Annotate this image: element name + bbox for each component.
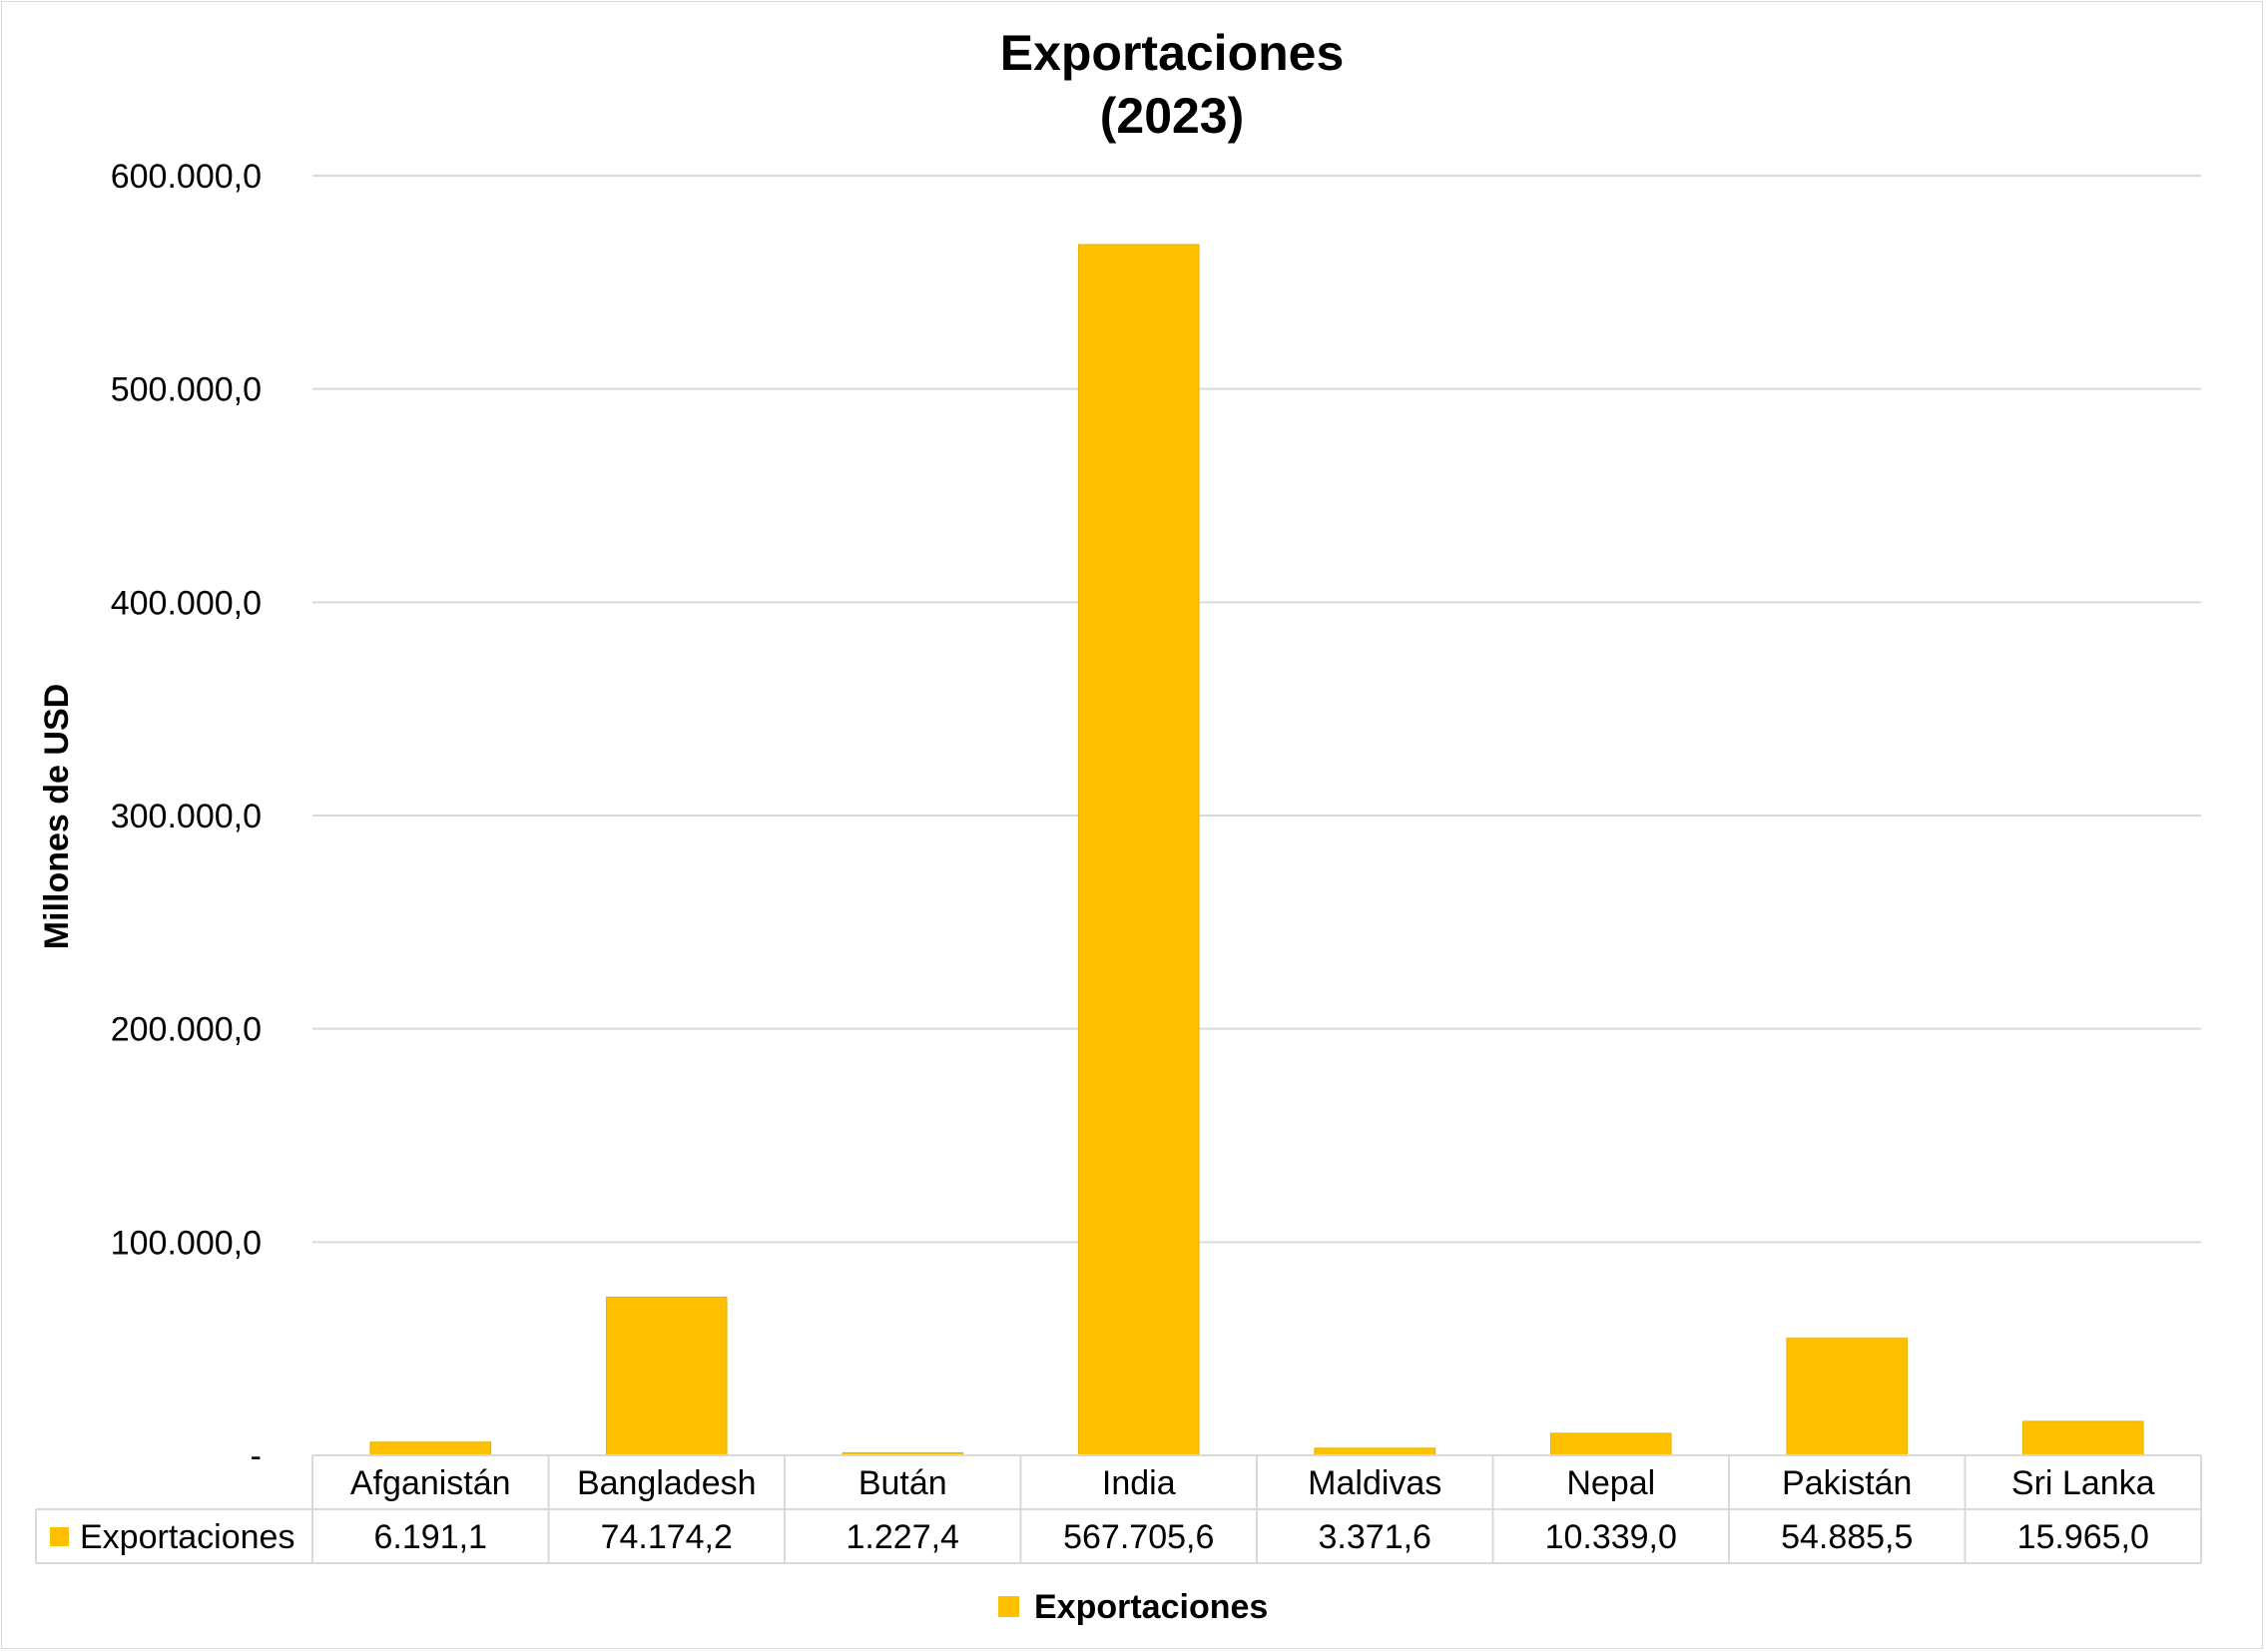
legend-label: Exportaciones bbox=[1034, 1588, 1268, 1626]
y-tick-label: - bbox=[251, 1437, 262, 1475]
bar bbox=[1549, 1432, 1672, 1456]
category-label: Pakistán bbox=[1782, 1464, 1912, 1502]
table-value-cell: 10.339,0 bbox=[1545, 1518, 1677, 1556]
category-label: India bbox=[1102, 1464, 1176, 1502]
bar bbox=[1314, 1447, 1436, 1456]
gridlines bbox=[312, 175, 2201, 1244]
bars bbox=[369, 244, 2144, 1456]
chart-title: Exportaciones bbox=[1000, 25, 1345, 81]
chart-subtitle: (2023) bbox=[1100, 88, 1245, 144]
category-label: Maldivas bbox=[1308, 1464, 1441, 1502]
legend: Exportaciones bbox=[998, 1588, 1268, 1626]
table-series-swatch bbox=[50, 1527, 69, 1546]
table-series-name: Exportaciones bbox=[80, 1518, 294, 1556]
chart-title-group: Exportaciones (2023) bbox=[1000, 25, 1345, 144]
category-label: Sri Lanka bbox=[2011, 1464, 2155, 1502]
bar bbox=[369, 1441, 492, 1456]
y-tick-label: 600.000,0 bbox=[111, 158, 262, 196]
y-tick-label: 400.000,0 bbox=[111, 584, 262, 622]
y-tick-label: 200.000,0 bbox=[111, 1011, 262, 1049]
y-axis-ticks: - 100.000,0 200.000,0 300.000,0 400.000,0 500… bbox=[111, 158, 262, 1475]
table-value-cell: 3.371,6 bbox=[1319, 1518, 1431, 1556]
bar bbox=[605, 1297, 728, 1456]
legend-swatch bbox=[998, 1596, 1019, 1617]
category-label: Nepal bbox=[1566, 1464, 1655, 1502]
bar bbox=[1786, 1338, 1909, 1456]
category-label: Afganistán bbox=[350, 1464, 511, 1502]
category-label: Bangladesh bbox=[577, 1464, 757, 1502]
table-value-cell: 54.885,5 bbox=[1781, 1518, 1913, 1556]
table-value-cell: 15.965,0 bbox=[2017, 1518, 2149, 1556]
table-value-cell: 74.174,2 bbox=[601, 1518, 733, 1556]
table-value-cell: 567.705,6 bbox=[1063, 1518, 1214, 1556]
bar bbox=[2021, 1420, 2144, 1456]
bar bbox=[1077, 244, 1200, 1456]
y-tick-label: 100.000,0 bbox=[111, 1224, 262, 1262]
y-tick-label: 300.000,0 bbox=[111, 798, 262, 835]
table-value-cell: 1.227,4 bbox=[847, 1518, 959, 1556]
data-table: Afganistán Bangladesh Bután India Maldivas Ne… bbox=[35, 1454, 2202, 1564]
y-axis-label: Millones de USD bbox=[38, 684, 76, 949]
category-label: Bután bbox=[858, 1464, 947, 1502]
y-tick-label: 500.000,0 bbox=[111, 371, 262, 409]
table-value-cell: 6.191,1 bbox=[374, 1518, 487, 1556]
